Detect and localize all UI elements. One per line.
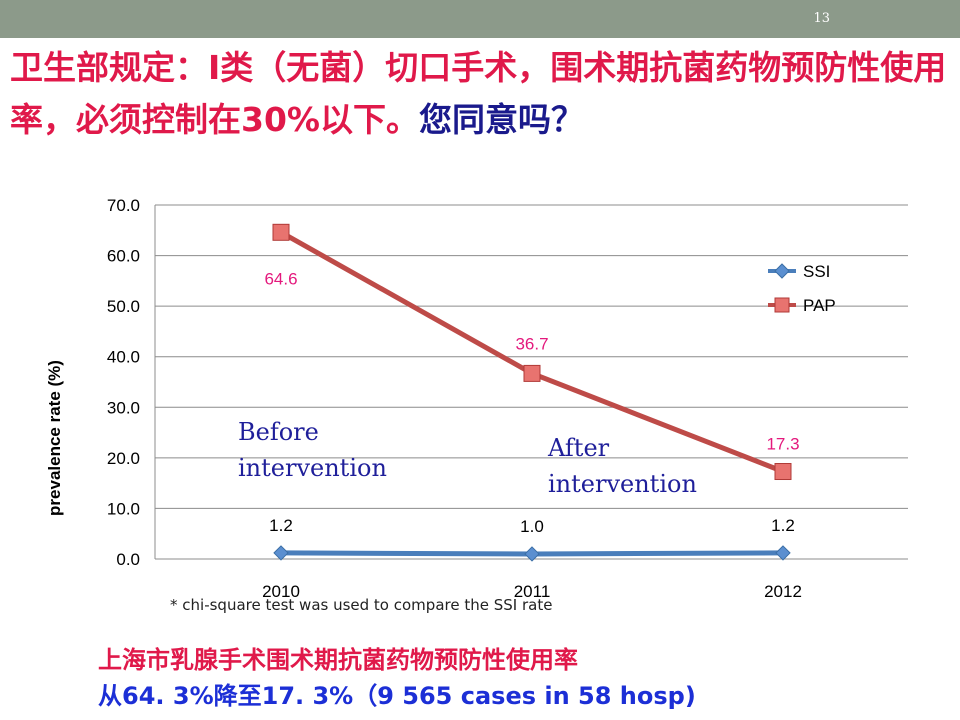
chart-legend: SSI PAP — [768, 262, 836, 315]
data-label-pap: 36.7 — [515, 334, 548, 353]
data-label-ssi: 1.2 — [771, 516, 795, 535]
data-point-ssi — [273, 545, 289, 561]
annotation-after-line2: intervention — [548, 470, 697, 498]
summary-line-2: 从64. 3%降至17. 3%（9 565 cases in 58 hosp) — [98, 682, 696, 710]
y-tick-label: 70.0 — [107, 196, 140, 215]
annotation-before-line1: Before — [238, 418, 319, 446]
annotation-before-line2: intervention — [238, 454, 387, 482]
chart-footnote: * chi-square test was used to compare th… — [170, 596, 553, 614]
y-tick-label: 0.0 — [116, 550, 140, 569]
title-question: 您同意吗？ — [419, 100, 584, 139]
data-label-ssi: 1.0 — [520, 517, 544, 536]
data-point-ssi — [775, 545, 791, 561]
data-label-ssi: 1.2 — [269, 516, 293, 535]
x-tick-label: 2011 — [514, 582, 551, 601]
y-tick-label: 60.0 — [107, 247, 140, 266]
x-tick-label: 2012 — [764, 582, 802, 601]
data-point-pap — [774, 463, 792, 481]
y-tick-label: 40.0 — [107, 348, 140, 367]
y-tick-label: 30.0 — [107, 398, 140, 417]
chart-gridlines — [154, 204, 908, 560]
annotation-after-line1: After — [548, 434, 610, 462]
annotation-after: After intervention — [548, 430, 697, 502]
slide-title: 卫生部规定：I类（无菌）切口手术，围术期抗菌药物预防性使用率，必须控制在30%以… — [10, 42, 950, 146]
y-axis-ticks: 0.0 10.0 20.0 30.0 40.0 50.0 60.0 70.0 — [107, 196, 140, 569]
data-point-pap — [523, 364, 541, 382]
data-label-pap: 17.3 — [766, 435, 799, 454]
y-tick-label: 50.0 — [107, 297, 140, 316]
data-point-ssi — [524, 546, 540, 562]
data-label-pap: 64.6 — [264, 269, 297, 288]
legend-label-pap: PAP — [803, 296, 836, 315]
top-bar — [0, 0, 960, 38]
y-tick-label: 10.0 — [107, 499, 140, 518]
data-point-pap — [272, 223, 290, 241]
legend-label-ssi: SSI — [803, 262, 830, 281]
legend-marker-pap — [774, 297, 790, 313]
annotation-before: Before intervention — [238, 414, 387, 486]
y-axis-label: prevalence rate (%) — [45, 360, 64, 516]
y-tick-label: 20.0 — [107, 449, 140, 468]
x-axis-ticks: 2010 2011 2012 — [262, 582, 802, 601]
chart-series: 1.2 1.0 1.2 64.6 36.7 17.3 — [264, 223, 800, 562]
title-main: 卫生部规定：I类（无菌）切口手术，围术期抗菌药物预防性使用率，必须控制在30%以… — [10, 48, 947, 139]
page-number: 13 — [813, 11, 830, 26]
legend-marker-ssi — [774, 263, 790, 279]
summary-line-1: 上海市乳腺手术围术期抗菌药物预防性使用率 — [98, 646, 578, 674]
x-tick-label: 2010 — [262, 582, 300, 601]
